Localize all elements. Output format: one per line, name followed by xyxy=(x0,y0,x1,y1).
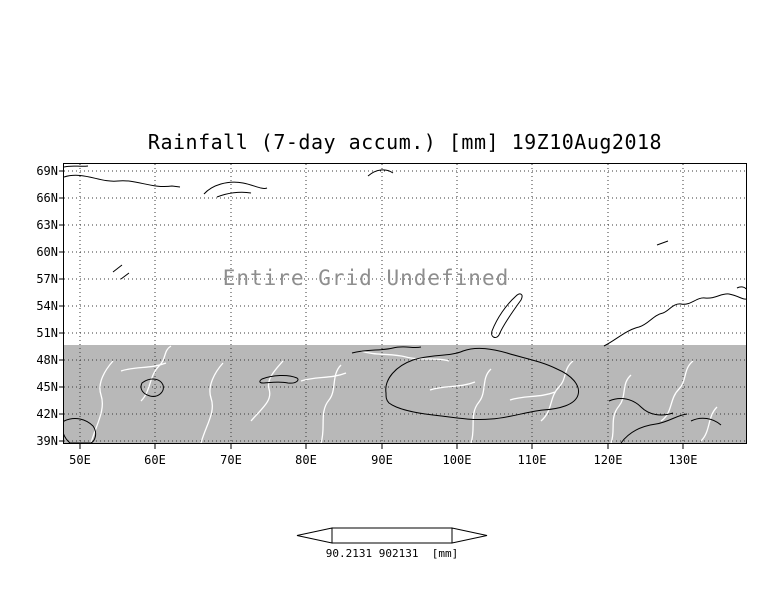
coast-fragment xyxy=(64,165,89,168)
coastlines xyxy=(64,165,746,443)
border-fragment xyxy=(620,413,688,443)
coast-fragment xyxy=(367,169,394,177)
undefined-grid-annotation: Entire Grid Undefined xyxy=(222,266,510,290)
east-coastline xyxy=(603,293,746,347)
island-outline xyxy=(203,181,268,195)
amur-border xyxy=(608,398,674,416)
aral-sea-outline xyxy=(140,378,164,397)
map-frame xyxy=(63,163,747,444)
colorbar-body xyxy=(331,527,453,544)
lat-tick-label: 39N xyxy=(36,434,58,448)
border-fragment xyxy=(351,346,422,354)
coast-fragment xyxy=(736,286,746,290)
page-title: Rainfall (7-day accum.) [mm] 19Z10Aug201… xyxy=(147,130,663,154)
colorbar-left-arrow xyxy=(296,527,333,544)
caspian-sea-outline xyxy=(64,418,97,443)
colorbar-label: 90.2131 902131 [mm] xyxy=(325,547,459,560)
lon-tick-label: 120E xyxy=(593,453,623,467)
axis-ticks xyxy=(59,170,684,449)
graticule-gridlines xyxy=(64,164,746,443)
lat-tick-label: 63N xyxy=(36,218,58,232)
small-lakes xyxy=(112,264,130,280)
small-island xyxy=(656,240,669,246)
colorbar-right-arrow xyxy=(451,527,488,544)
lon-tick-label: 80E xyxy=(295,453,317,467)
lat-tick-label: 48N xyxy=(36,353,58,367)
lat-tick-label: 69N xyxy=(36,164,58,178)
lon-tick-label: 130E xyxy=(668,453,698,467)
lat-tick-label: 57N xyxy=(36,272,58,286)
lon-tick-label: 70E xyxy=(220,453,242,467)
lat-tick-label: 66N xyxy=(36,191,58,205)
shaded-land-band xyxy=(64,345,746,443)
lon-tick-label: 60E xyxy=(144,453,166,467)
rivers xyxy=(90,345,718,443)
lat-tick-label: 51N xyxy=(36,326,58,340)
lon-tick-label: 90E xyxy=(371,453,393,467)
lat-tick-label: 60N xyxy=(36,245,58,259)
lat-tick-label: 42N xyxy=(36,407,58,421)
colorbar xyxy=(296,527,488,544)
arctic-coast-west xyxy=(64,174,181,188)
mongolia-border xyxy=(385,347,580,420)
border-fragment xyxy=(690,417,722,426)
lat-tick-label: 45N xyxy=(36,380,58,394)
lat-tick-label: 54N xyxy=(36,299,58,313)
lon-tick-label: 110E xyxy=(517,453,547,467)
lon-tick-label: 50E xyxy=(69,453,91,467)
island-outline xyxy=(216,191,252,198)
lon-tick-label: 100E xyxy=(442,453,472,467)
lake-balkhash-outline xyxy=(259,375,299,384)
lake-baikal-outline xyxy=(491,293,523,339)
